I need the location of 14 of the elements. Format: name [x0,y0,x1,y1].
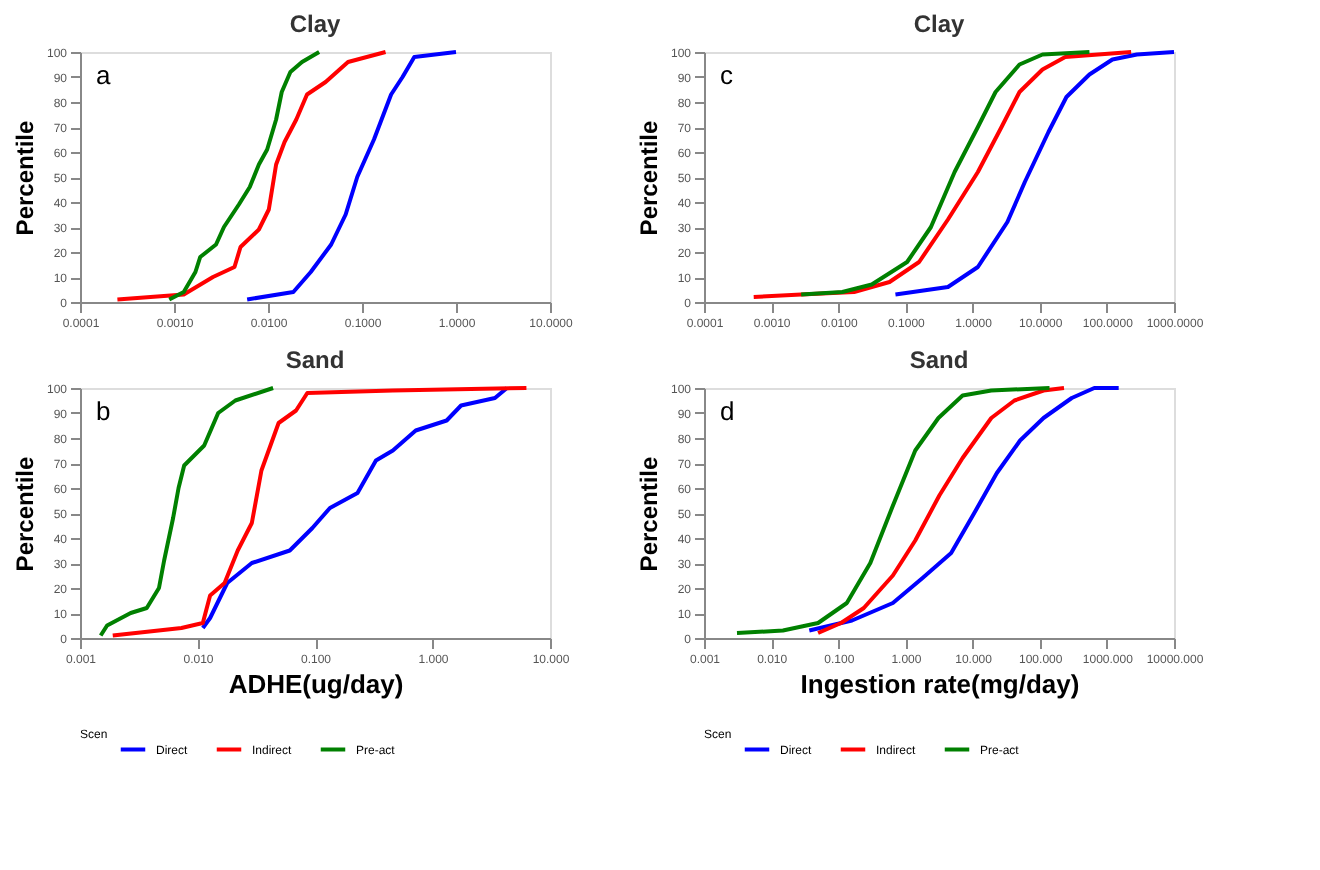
annotation: d [720,396,735,426]
annotation: b [96,396,111,426]
chart-title: Sand [285,346,345,374]
x-axis-title: Ingestion rate(mg/day) [800,669,1080,699]
chart-title: Clay [913,10,965,38]
chart-title: Sand [909,346,969,374]
x-axis-title: ADHE(ug/day) [228,669,404,699]
chart-title: Clay [289,10,341,38]
y-axis-title: Percentile [634,120,663,236]
y-axis-title: Percentile [634,456,663,572]
annotation: a [96,60,112,90]
annotation: c [720,60,734,90]
y-axis-title: Percentile [10,120,39,236]
y-axis-title: Percentile [10,456,39,572]
